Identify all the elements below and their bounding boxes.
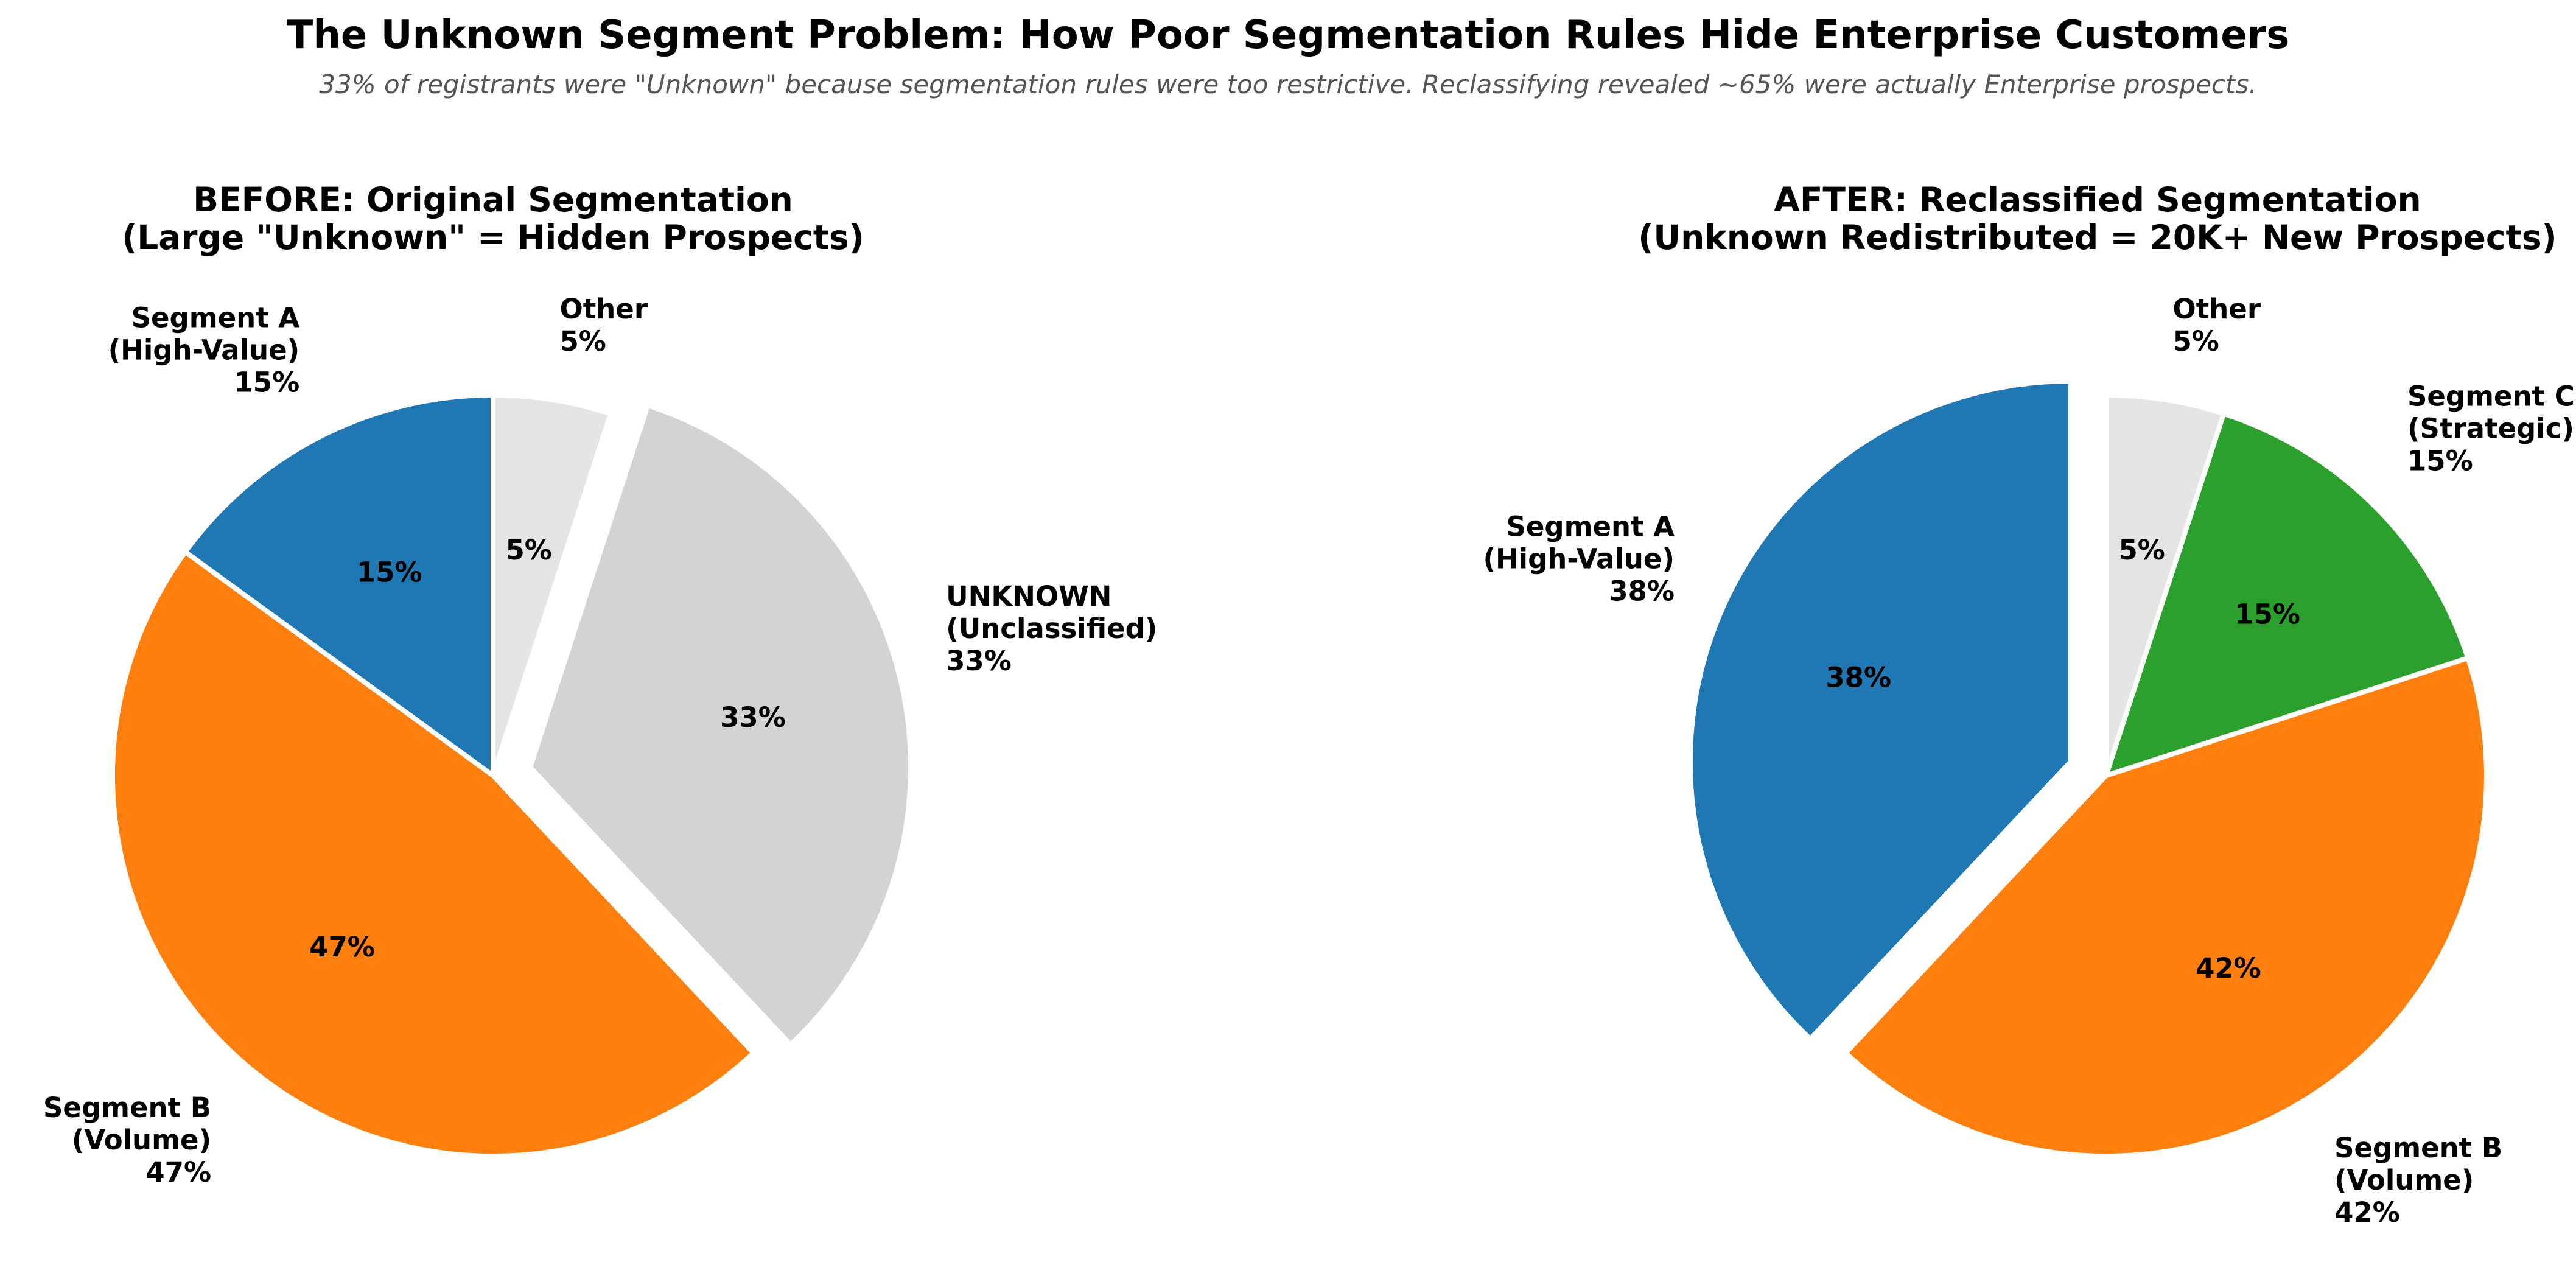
before-pct-label-other: 5% — [505, 534, 551, 566]
before-slice-segment-b — [110, 549, 756, 1159]
after-pct-label-segment-a: 38% — [1825, 661, 1891, 693]
before-pct-label-segment-b: 47% — [309, 931, 375, 963]
after-pct-label-segment-b: 42% — [2196, 952, 2261, 984]
before-label-other: Other 5% — [560, 293, 648, 357]
chart-main-title: The Unknown Segment Problem: How Poor Se… — [286, 13, 2290, 58]
before-slice-unknown — [527, 402, 913, 1047]
before-pct-label-unknown: 33% — [720, 701, 786, 734]
after-pie-title-line2: (Unknown Redistributed = 20K+ New Prospe… — [1638, 217, 2557, 257]
after-pie-title-line1: AFTER: Reclassified Segmentation — [1774, 180, 2421, 219]
before-pie: 15% Segment A (High-Value) 15% 47% Segment B(… — [43, 293, 1157, 1188]
after-label-other: Other 5% — [2173, 293, 2261, 357]
after-slice-segment-b — [1843, 655, 2489, 1159]
chart-subtitle: 33% of registrants were "Unknown" becaus… — [319, 69, 2257, 99]
before-pie-title-line1: BEFORE: Original Segmentation — [193, 180, 793, 219]
before-pie-title: BEFORE: Original Segmentation (Large "Un… — [0, 181, 986, 256]
before-slice-other — [491, 393, 614, 778]
after-label-segment-b: Segment B (Volume) 42% — [2334, 1132, 2502, 1229]
before-label-unknown: UNKNOWN (Unclassified) 33% — [946, 580, 1157, 677]
after-slice-segment-a — [1687, 378, 2073, 1042]
before-label-segment-b: Segment B (Volume) 47% — [43, 1092, 211, 1188]
after-pie-title: AFTER: Reclassified Segmentation (Unknow… — [1619, 181, 2576, 256]
before-pie-title-line2: (Large "Unknown" = Hidden Prospects) — [122, 217, 864, 257]
after-label-segment-c: Segment C (Strategic) 15% — [2407, 380, 2575, 477]
after-label-segment-a: Segment A (High-Value) 38% — [1483, 511, 1675, 608]
after-pct-label-segment-c: 15% — [2235, 598, 2300, 630]
after-pie: 38% Segment A (High-Value) 38% 42% Segment B(… — [1483, 293, 2574, 1229]
before-label-segment-a: Segment A (High-Value) 15% — [108, 302, 300, 399]
before-slice-segment-a — [183, 393, 495, 778]
after-pct-label-other: 5% — [2118, 534, 2165, 566]
before-pct-label-segment-a: 15% — [357, 556, 422, 588]
after-slice-other — [2104, 393, 2227, 778]
